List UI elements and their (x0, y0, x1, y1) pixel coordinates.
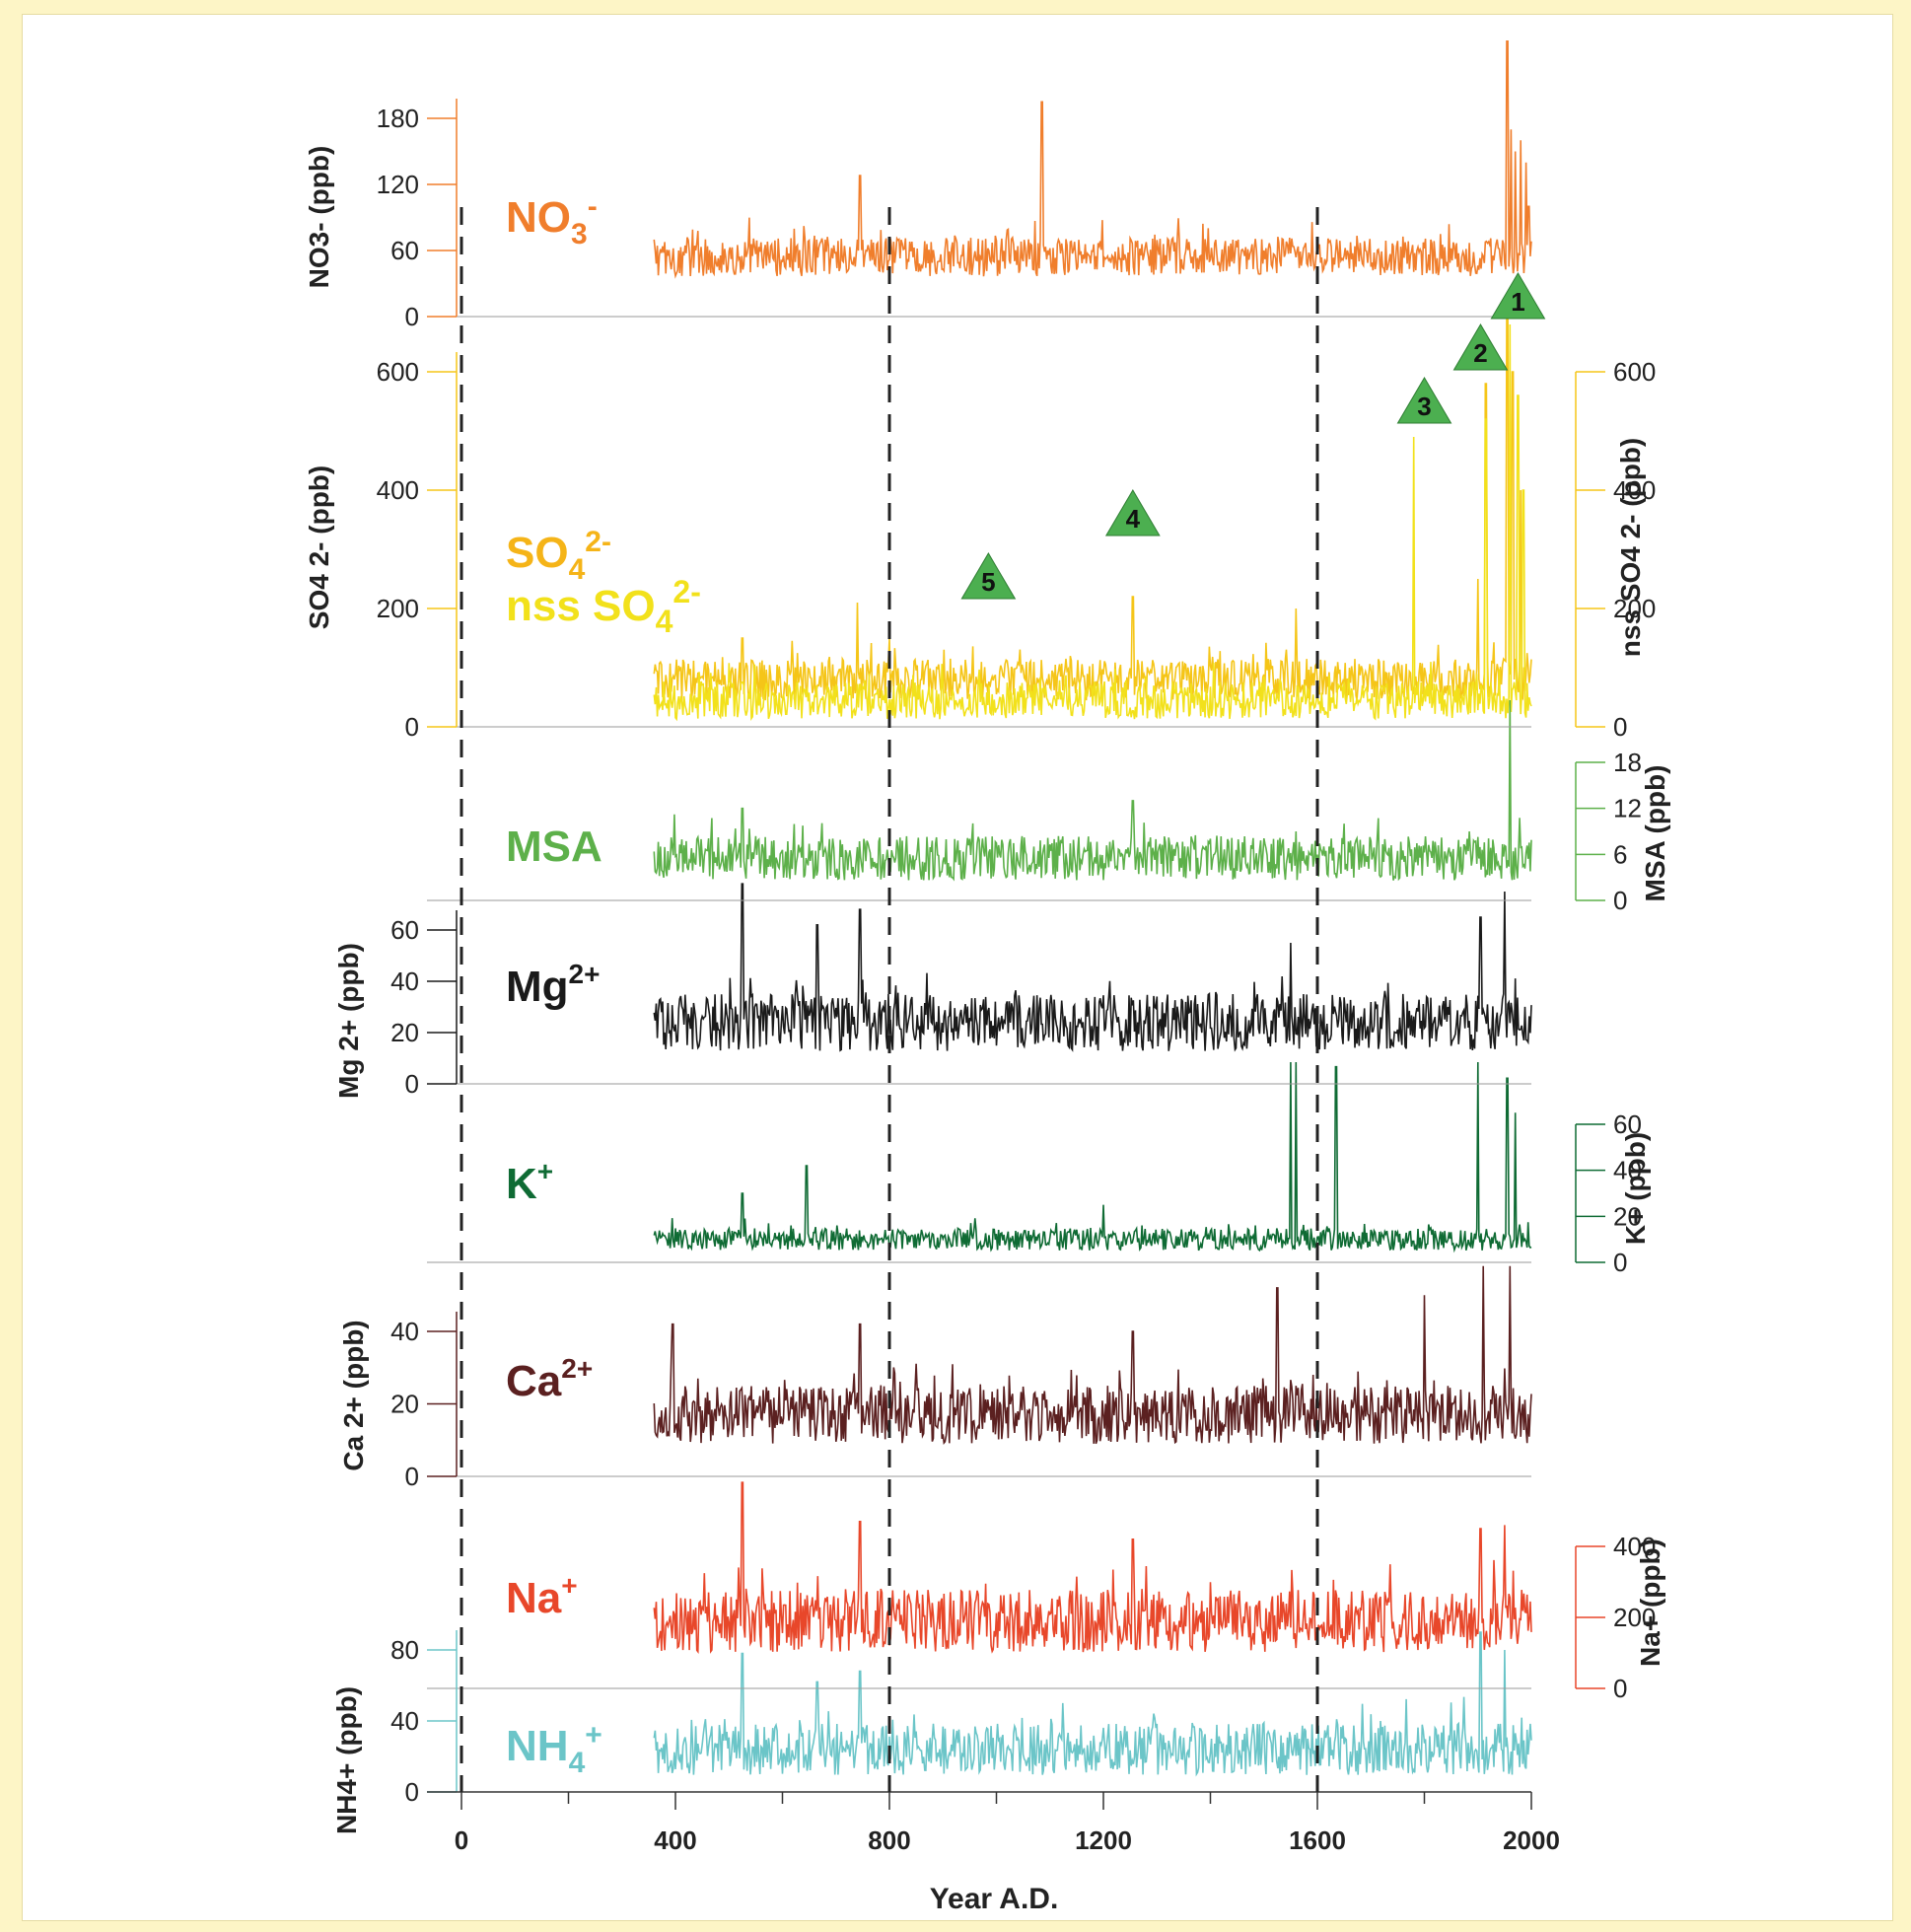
series-line-msa (653, 699, 1532, 882)
event-marker-4: 4 (1104, 489, 1161, 537)
y-tick-label-msa-0: 0 (1613, 886, 1627, 915)
y-tick-label-k-40: 40 (1613, 1156, 1642, 1185)
y-tick-label-ca-0: 0 (405, 1462, 419, 1491)
event-marker-label-3: 3 (1417, 392, 1431, 421)
y-tick-label-no3-0: 0 (405, 302, 419, 331)
y-tick-label-so4-200: 200 (1613, 594, 1656, 623)
ice-core-chemistry-chart: 0601201800200400600020040060006121802040… (304, 39, 1670, 1915)
ylabel-nss-so4: nss SO4 2- (ppb) (1615, 438, 1646, 657)
ylabel-mg: Mg 2+ (ppb) (333, 943, 364, 1099)
y-tick-label-so4-400: 400 (1613, 475, 1656, 505)
event-marker-label-2: 2 (1473, 338, 1487, 368)
label-mg: Mg2+ (506, 959, 600, 1011)
y-tick-label-nh4-0: 0 (405, 1777, 419, 1807)
event-marker-5: 5 (960, 552, 1017, 600)
y-tick-label-no3-120: 120 (377, 170, 419, 199)
label-ca: Ca2+ (506, 1353, 593, 1405)
series-line-nss-so4-2- (653, 323, 1532, 722)
y-tick-label-no3-180: 180 (377, 104, 419, 133)
y-tick-label-mg-20: 20 (390, 1018, 419, 1047)
series-line-so4-2- (653, 312, 1532, 701)
y-tick-label-msa-12: 12 (1613, 794, 1642, 823)
y-tick-label-na-0: 0 (1613, 1674, 1627, 1703)
dashed-reference-lines (460, 207, 1319, 1792)
label-k: K+ (506, 1156, 553, 1208)
series-lines-layer (653, 39, 1532, 1777)
event-marker-label-4: 4 (1126, 504, 1141, 534)
event-marker-3: 3 (1396, 377, 1452, 424)
y-tick-label-so4-0: 0 (1613, 712, 1627, 742)
figure-frame: 0 60 120 180 0 200 400 600 0 200 400 600 0 6 12 18 0 20 40… (22, 14, 1893, 1921)
y-tick-label-k-0: 0 (1613, 1248, 1627, 1277)
y-tick-label-na-200: 200 (1613, 1603, 1656, 1632)
event-marker-triangle-5 (960, 552, 1017, 600)
series-line-na- (653, 1481, 1532, 1654)
y-tick-label-ca-20: 20 (390, 1390, 419, 1419)
event-marker-triangle-4 (1104, 489, 1161, 537)
x-tick-label-2000: 2000 (1503, 1825, 1560, 1855)
label-na: Na+ (506, 1570, 578, 1622)
y-tick-label-so4-600: 600 (377, 357, 419, 387)
y-tick-label-mg-40: 40 (390, 966, 419, 996)
label-nh4: NH4+ (506, 1719, 602, 1779)
ylabel-so4: SO4 2- (ppb) (304, 465, 334, 629)
y-tick-label-so4-0: 0 (405, 712, 419, 742)
y-tick-label-k-60: 60 (1613, 1109, 1642, 1139)
x-tick-label-1600: 1600 (1289, 1825, 1346, 1855)
x-tick-label-800: 800 (868, 1825, 910, 1855)
label-so4: SO42- (506, 526, 611, 586)
event-marker-label-1: 1 (1511, 287, 1524, 317)
series-line-ca2- (653, 1265, 1532, 1446)
ylabel-k: K+ (ppb) (1620, 1132, 1651, 1245)
event-marker-2: 2 (1452, 323, 1509, 371)
ylabel-ca: Ca 2+ (ppb) (338, 1320, 369, 1470)
y-tick-label-nh4-80: 80 (390, 1635, 419, 1665)
y-tick-label-msa-6: 6 (1613, 839, 1627, 869)
x-tick-label-400: 400 (654, 1825, 696, 1855)
ylabel-nh4: NH4+ (ppb) (331, 1686, 362, 1834)
y-tick-label-ca-40: 40 (390, 1317, 419, 1346)
event-marker-triangle-3 (1396, 377, 1452, 424)
x-tick-label-1200: 1200 (1075, 1825, 1132, 1855)
label-no3: NO3- (506, 190, 598, 250)
y-tick-label-mg-0: 0 (405, 1069, 419, 1099)
series-line-mg2- (653, 883, 1532, 1052)
y-tick-label-msa-18: 18 (1613, 748, 1642, 777)
xlabel: Year A.D. (930, 1883, 1059, 1915)
ylabel-msa: MSA (ppb) (1640, 765, 1670, 902)
event-marker-triangle-2 (1452, 323, 1509, 371)
event-marker-triangle-1 (1490, 272, 1546, 320)
y-tick-label-so4-200: 200 (377, 594, 419, 623)
event-marker-label-5: 5 (981, 567, 995, 597)
y-tick-label-k-20: 20 (1613, 1201, 1642, 1231)
y-tick-label-nh4-40: 40 (390, 1706, 419, 1736)
label-nss-so4: nss SO42- (506, 574, 701, 639)
event-markers-layer: 12 3 4 5 (960, 272, 1546, 600)
axes-layer: 0601201800200400600020040060006121802040… (377, 99, 1656, 1855)
series-line-no3- (653, 39, 1532, 279)
ylabel-na: Na+ (ppb) (1635, 1538, 1665, 1667)
y-tick-label-na-400: 400 (1613, 1532, 1656, 1561)
y-tick-label-no3-60: 60 (390, 236, 419, 265)
y-tick-label-so4-600: 600 (1613, 357, 1656, 387)
label-msa: MSA (506, 823, 602, 871)
series-line-nh4- (653, 1631, 1532, 1777)
event-marker-1: 1 (1490, 272, 1546, 320)
x-tick-label-0: 0 (455, 1825, 468, 1855)
y-tick-label-mg-60: 60 (390, 915, 419, 945)
y-tick-label-so4-400: 400 (377, 475, 419, 505)
ylabel-no3: NO3- (ppb) (304, 146, 334, 289)
series-line-k- (653, 1061, 1532, 1253)
